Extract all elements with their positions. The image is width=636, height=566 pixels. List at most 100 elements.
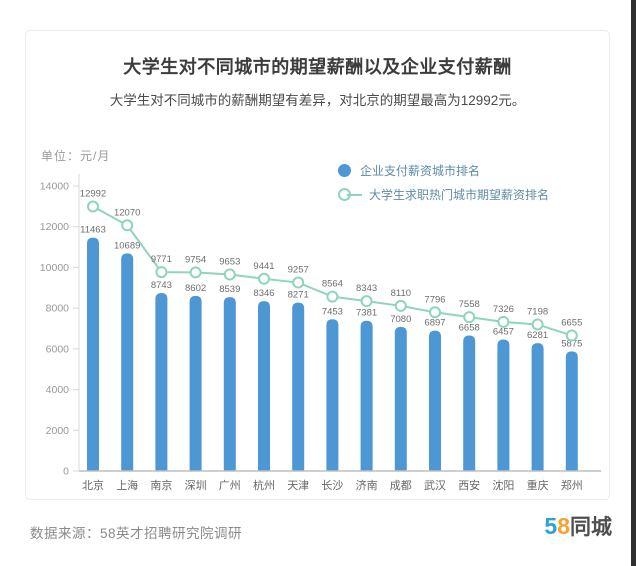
line-value-label: 7558 xyxy=(459,299,480,310)
legend-item-paid-salary: 企业支付薪资城市排名 xyxy=(338,163,549,178)
y-tick-label: 2000 xyxy=(46,425,70,437)
legend-line-label: 大学生求职热门城市期望薪资排名 xyxy=(369,188,550,202)
city-label: 济南 xyxy=(356,478,378,492)
city-label: 郑州 xyxy=(561,478,583,492)
line-marker xyxy=(155,266,168,279)
city-label: 北京 xyxy=(82,478,104,492)
line-marker xyxy=(565,329,578,342)
line-marker xyxy=(189,266,202,279)
line-marker xyxy=(394,299,407,312)
line-value-label: 9653 xyxy=(219,256,240,267)
line-marker xyxy=(497,315,510,328)
city-label: 武汉 xyxy=(424,479,446,492)
y-tick-label: 12000 xyxy=(40,221,69,233)
line-marker xyxy=(326,290,339,303)
city-label: 长沙 xyxy=(321,479,343,492)
bar-value-label: 7453 xyxy=(322,306,343,317)
bar xyxy=(429,330,441,471)
line-marker xyxy=(463,311,476,324)
bar xyxy=(326,319,339,471)
line-series-swatch-icon xyxy=(338,188,362,201)
city-label: 杭州 xyxy=(253,478,275,492)
bar xyxy=(189,295,202,471)
bar-value-label: 8743 xyxy=(151,280,172,291)
logo-text: 同城 xyxy=(570,516,612,539)
line-value-label: 12070 xyxy=(114,207,140,218)
site-logo-58tongcheng: 58同城 xyxy=(544,512,612,542)
bar-value-label: 8271 xyxy=(288,290,309,301)
line-value-label: 9441 xyxy=(253,261,274,272)
line-marker xyxy=(360,295,373,308)
unit-label: 单位：元/月 xyxy=(41,149,111,163)
line-value-label: 6655 xyxy=(561,318,582,329)
bar xyxy=(258,301,270,471)
logo-digit-8: 8 xyxy=(557,513,570,539)
line-value-label: 7326 xyxy=(493,304,514,315)
bar xyxy=(292,302,305,471)
line-value-label: 9771 xyxy=(151,254,172,265)
line-value-label: 7198 xyxy=(527,306,548,317)
line-marker xyxy=(292,276,305,289)
bar-value-label: 7080 xyxy=(390,314,411,325)
chart-card: 大学生对不同城市的期望薪酬以及企业支付薪酬 大学生对不同城市的薪酬期望有差异，对… xyxy=(25,30,610,500)
bar xyxy=(223,297,236,471)
city-label: 西安 xyxy=(458,478,480,492)
line-value-label: 8564 xyxy=(322,279,343,290)
data-source: 数据来源：58英才招聘研究院调研 xyxy=(30,526,243,541)
city-label: 沈阳 xyxy=(492,478,514,492)
city-label: 成都 xyxy=(390,479,412,492)
bar-value-label: 8539 xyxy=(219,284,240,295)
right-edge-strip xyxy=(631,0,636,566)
bar xyxy=(497,339,510,471)
bar-value-label: 6897 xyxy=(424,318,445,329)
y-tick-label: 8000 xyxy=(46,303,70,315)
line-marker xyxy=(429,306,441,319)
line-marker xyxy=(223,268,236,281)
bar xyxy=(121,253,134,471)
bar xyxy=(87,237,99,471)
line-value-label: 8343 xyxy=(356,283,377,294)
bar xyxy=(394,326,407,471)
legend-bar-label: 企业支付薪资城市排名 xyxy=(360,164,481,178)
bar-value-label: 6281 xyxy=(527,330,548,341)
bar xyxy=(531,343,544,471)
bar-value-label: 8602 xyxy=(185,283,206,294)
line-value-label: 9754 xyxy=(185,254,206,265)
salary-chart: 0 2000 4000 6000 8000 10000 12000 14000 11463 106… xyxy=(40,174,601,492)
bar-value-label: 5875 xyxy=(561,338,582,349)
bar-series-swatch-icon xyxy=(338,164,351,177)
city-label: 南京 xyxy=(150,478,172,492)
line-marker xyxy=(121,219,134,232)
city-label: 深圳 xyxy=(185,479,207,492)
bar-value-label: 6658 xyxy=(459,322,480,333)
y-tick-label: 14000 xyxy=(40,181,69,193)
y-tick-label: 0 xyxy=(63,466,69,478)
bar xyxy=(565,351,578,471)
city-label: 上海 xyxy=(116,478,138,492)
city-label: 重庆 xyxy=(527,478,549,492)
bar xyxy=(463,335,476,471)
line-value-label: 12992 xyxy=(80,189,106,200)
city-label: 天津 xyxy=(287,479,309,492)
y-tick-label: 4000 xyxy=(46,384,70,396)
page-title: 大学生对不同城市的期望薪酬以及企业支付薪酬 xyxy=(123,57,512,77)
chart-legend: 企业支付薪资城市排名 大学生求职热门城市期望薪资排名 xyxy=(338,163,549,211)
page-subtitle: 大学生对不同城市的薪酬期望有差异，对北京的期望最高为12992元。 xyxy=(109,93,526,108)
line-marker xyxy=(531,318,544,331)
line-marker xyxy=(87,200,99,213)
line-value-label: 8110 xyxy=(391,288,411,299)
line-value-label: 9257 xyxy=(288,265,309,276)
bar-value-label: 7381 xyxy=(356,308,377,319)
city-label: 广州 xyxy=(219,479,241,492)
bar xyxy=(155,293,168,471)
bar-value-label: 8346 xyxy=(253,288,274,299)
bar-value-label: 10689 xyxy=(114,240,140,251)
y-tick-label: 6000 xyxy=(46,343,70,355)
bar-value-label: 6457 xyxy=(493,327,514,338)
line-marker xyxy=(258,272,270,285)
bar xyxy=(360,320,373,471)
bar-value-label: 11463 xyxy=(80,225,106,236)
line-value-label: 7796 xyxy=(424,294,445,305)
legend-item-expected-salary: 大学生求职热门城市期望薪资排名 xyxy=(338,187,549,202)
y-tick-label: 10000 xyxy=(40,262,69,274)
